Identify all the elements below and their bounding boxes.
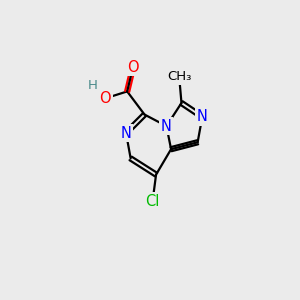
Text: CH₃: CH₃	[167, 70, 191, 83]
Text: Cl: Cl	[146, 194, 160, 209]
Text: O: O	[127, 60, 139, 75]
Text: O: O	[99, 91, 111, 106]
Text: H: H	[88, 79, 98, 92]
Text: N: N	[121, 125, 131, 140]
Text: N: N	[197, 109, 208, 124]
Text: N: N	[161, 118, 172, 134]
